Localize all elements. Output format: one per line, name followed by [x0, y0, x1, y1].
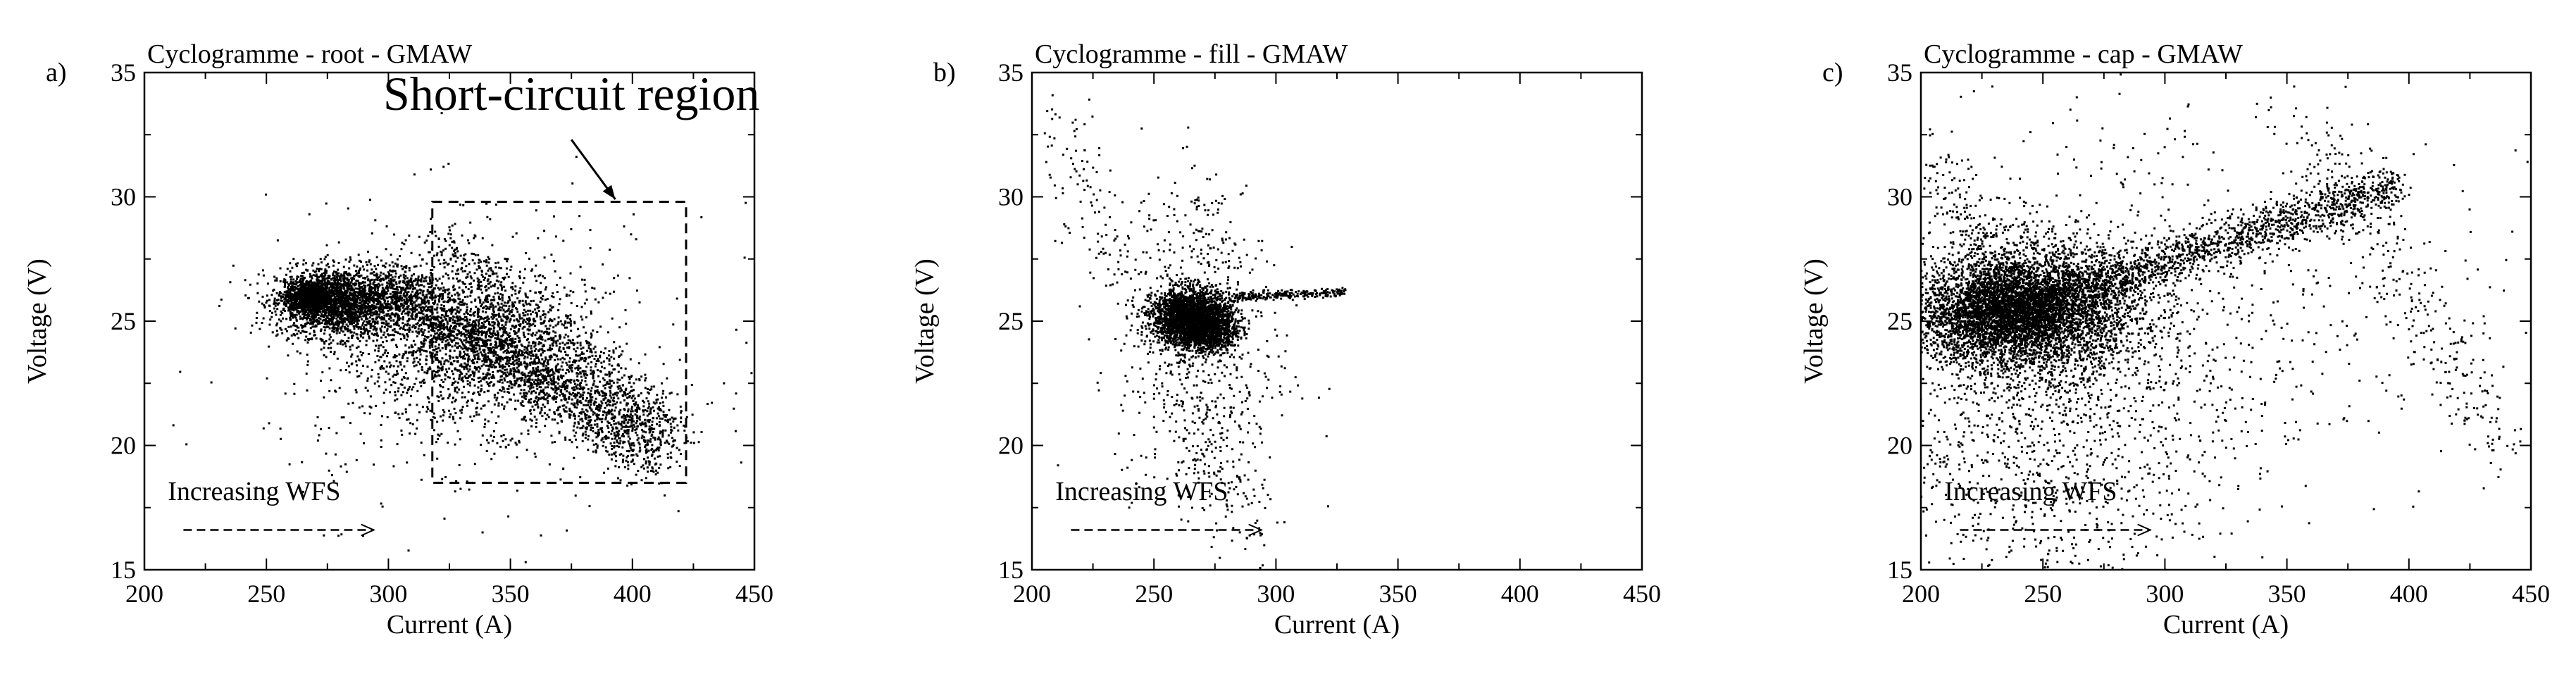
- y-tick-label: 35: [998, 58, 1023, 87]
- x-tick-label: 450: [735, 580, 773, 608]
- x-tick-label: 350: [492, 580, 530, 608]
- chart-title: Cyclogramme - root - GMAW: [147, 39, 472, 69]
- y-tick-label: 25: [111, 307, 136, 335]
- x-tick-label: 450: [1623, 580, 1661, 608]
- x-tick-label: 400: [614, 580, 652, 608]
- x-tick-label: 300: [369, 580, 407, 608]
- x-tick-label: 300: [1257, 580, 1295, 608]
- x-tick-label: 400: [1501, 580, 1539, 608]
- panel-1: 200 250 300 350 400 450 15 20 25 30 35 Current (A) V…: [23, 39, 773, 639]
- data-points: [172, 112, 753, 563]
- y-tick-label: 20: [998, 432, 1023, 460]
- x-axis: 200 250 300 350 400 450: [1013, 73, 1661, 608]
- y-axis: 15 20 25 30 35: [1887, 58, 2531, 584]
- wfs-label: Increasing WFS: [1944, 477, 2117, 506]
- x-tick-label: 350: [1379, 580, 1417, 608]
- panel-label: b): [933, 58, 956, 87]
- wfs-label: Increasing WFS: [168, 477, 340, 506]
- y-tick-label: 25: [1887, 307, 1912, 335]
- y-tick-label: 35: [111, 58, 136, 87]
- y-tick-label: 20: [111, 432, 136, 460]
- x-axis-label: Current (A): [387, 610, 512, 639]
- y-tick-label: 30: [111, 183, 136, 211]
- scatter-points: [1043, 94, 1347, 569]
- y-axis-label: Voltage (V): [910, 258, 940, 384]
- x-tick-label: 450: [2512, 580, 2550, 608]
- scatter-points: [172, 112, 753, 563]
- x-axis-label: Current (A): [2163, 610, 2289, 639]
- short-circuit-box: [431, 201, 687, 484]
- y-tick-label: 15: [111, 556, 136, 584]
- chart-title: Cyclogramme - cap - GMAW: [1924, 39, 2243, 69]
- y-axis: 15 20 25 30 35: [998, 58, 1642, 584]
- x-tick-label: 200: [125, 580, 163, 608]
- x-tick-label: 250: [2024, 580, 2062, 608]
- x-axis-label: Current (A): [1274, 610, 1400, 639]
- data-points: [1921, 73, 2529, 570]
- y-tick-label: 20: [1887, 432, 1912, 460]
- x-tick-label: 250: [1135, 580, 1173, 608]
- x-axis: 200 250 300 350 400 450: [125, 73, 773, 608]
- y-tick-label: 25: [998, 307, 1023, 335]
- panel-2: 200 250 300 350 400 450 15 20 25 30 35 Current (A) V…: [910, 39, 1661, 639]
- wfs-label: Increasing WFS: [1055, 477, 1228, 506]
- x-tick-label: 250: [247, 580, 285, 608]
- x-tick-label: 350: [2268, 580, 2306, 608]
- callout-arrow: [570, 139, 616, 200]
- y-axis-label: Voltage (V): [1799, 258, 1829, 384]
- x-tick-label: 400: [2390, 580, 2428, 608]
- scatter-points: [1921, 73, 2529, 570]
- panel-3: 200 250 300 350 400 450 15 20 25 30 35 Current (A) V…: [1799, 39, 2550, 639]
- y-tick-label: 35: [1887, 58, 1912, 87]
- y-tick-label: 30: [1887, 183, 1912, 211]
- y-tick-label: 15: [998, 556, 1023, 584]
- y-tick-label: 30: [998, 183, 1023, 211]
- x-tick-label: 200: [1902, 580, 1940, 608]
- chart-title: Cyclogramme - fill - GMAW: [1035, 39, 1348, 69]
- panel-label: a): [46, 58, 67, 87]
- panel-label: c): [1822, 58, 1843, 87]
- x-axis: 200 250 300 350 400 450: [1902, 73, 2550, 608]
- y-tick-label: 15: [1887, 556, 1912, 584]
- y-axis: 15 20 25 30 35: [111, 58, 754, 584]
- short-circuit-label: Short-circuit region: [383, 67, 759, 120]
- x-tick-label: 300: [2146, 580, 2184, 608]
- x-tick-label: 200: [1013, 580, 1051, 608]
- data-points: [1043, 94, 1347, 569]
- y-axis-label: Voltage (V): [23, 258, 52, 384]
